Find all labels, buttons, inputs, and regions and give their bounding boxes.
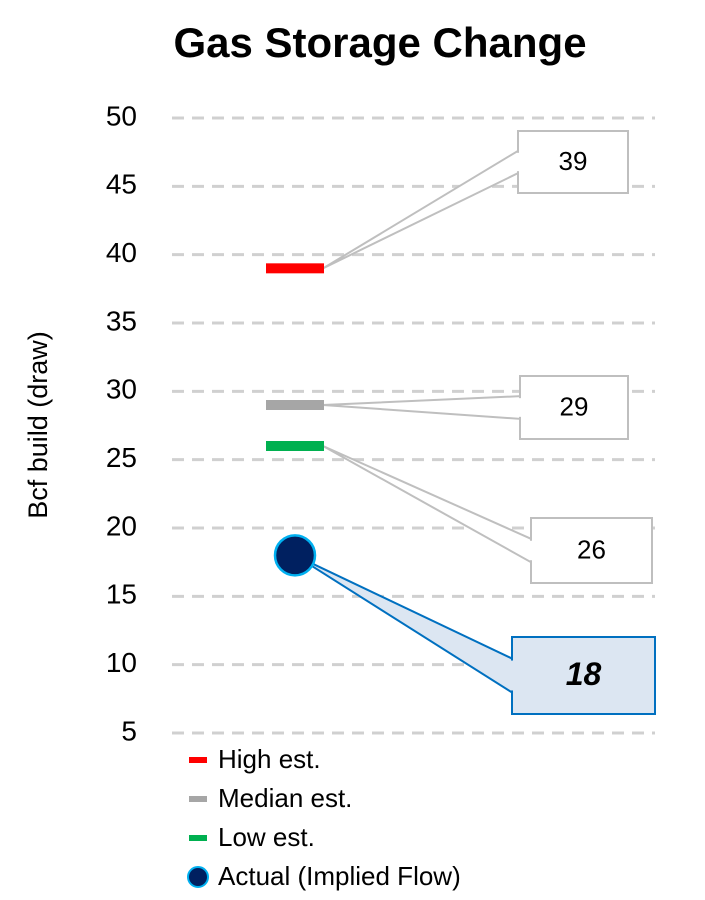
callout-pointer [322,445,532,564]
y-tick-label: 45 [106,169,137,200]
y-tick-label: 10 [106,647,137,678]
data-label: 18 [566,656,602,692]
y-tick-label: 25 [106,442,137,473]
data-label: 39 [559,146,588,176]
callout-joint [519,398,523,417]
callout-pointer [322,149,519,270]
y-tick-label: 15 [106,579,137,610]
y-tick-label: 5 [121,715,137,746]
legend-label: High est. [218,744,321,774]
marker [273,534,317,577]
callout-box [517,130,629,194]
legend-swatch [187,866,209,888]
chart-title: Gas Storage Change [173,19,586,66]
legend-label: Median est. [218,783,352,813]
legend-label: Actual (Implied Flow) [218,861,461,891]
marker [266,263,324,274]
callout-pointer [322,395,521,420]
legend-label: Low est. [218,822,315,852]
legend-swatch [189,835,207,841]
y-tick-label: 35 [106,305,137,336]
y-axis-label: Bcf build (draw) [23,331,53,519]
callout-joint [511,660,515,691]
data-label: 26 [577,534,606,564]
legend-swatch [189,757,207,763]
y-tick-label: 20 [106,510,137,541]
marker [266,400,324,410]
marker [266,441,324,451]
callout-joint [530,540,534,561]
callout-pointer [294,554,513,695]
y-tick-label: 30 [106,374,137,405]
y-tick-label: 40 [106,237,137,268]
data-label: 29 [560,391,589,421]
legend-swatch [189,796,207,802]
callout-joint [517,152,521,172]
y-tick-label: 50 [106,100,137,131]
